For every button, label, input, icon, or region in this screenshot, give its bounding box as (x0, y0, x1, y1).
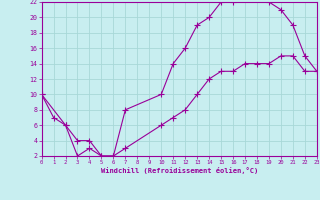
X-axis label: Windchill (Refroidissement éolien,°C): Windchill (Refroidissement éolien,°C) (100, 167, 258, 174)
